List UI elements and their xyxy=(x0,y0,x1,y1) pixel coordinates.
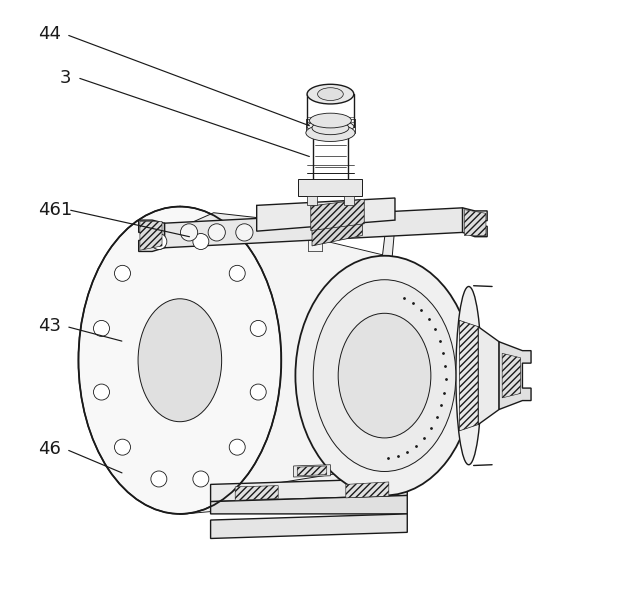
Text: 46: 46 xyxy=(39,440,61,458)
Ellipse shape xyxy=(94,320,109,336)
Ellipse shape xyxy=(313,280,456,471)
Ellipse shape xyxy=(193,471,209,487)
Ellipse shape xyxy=(151,471,167,487)
Bar xyxy=(307,196,317,205)
Ellipse shape xyxy=(229,265,245,282)
Ellipse shape xyxy=(193,233,209,249)
Ellipse shape xyxy=(114,265,130,282)
Ellipse shape xyxy=(229,439,245,455)
Ellipse shape xyxy=(94,384,109,400)
Polygon shape xyxy=(298,179,363,196)
Ellipse shape xyxy=(114,439,130,455)
Polygon shape xyxy=(235,485,278,500)
Ellipse shape xyxy=(138,299,222,422)
Polygon shape xyxy=(210,514,407,538)
Ellipse shape xyxy=(306,124,355,142)
Polygon shape xyxy=(346,482,389,498)
Text: 3: 3 xyxy=(60,68,72,86)
Ellipse shape xyxy=(79,206,281,514)
Ellipse shape xyxy=(338,314,431,438)
Polygon shape xyxy=(256,198,395,231)
Polygon shape xyxy=(464,209,486,235)
Ellipse shape xyxy=(295,256,474,495)
Polygon shape xyxy=(210,495,407,514)
Circle shape xyxy=(180,224,198,241)
Polygon shape xyxy=(238,464,392,489)
Polygon shape xyxy=(140,221,162,250)
Polygon shape xyxy=(502,354,520,398)
Polygon shape xyxy=(297,466,327,476)
Polygon shape xyxy=(499,342,531,410)
Polygon shape xyxy=(139,220,165,251)
Circle shape xyxy=(208,224,225,241)
Polygon shape xyxy=(478,326,499,424)
Polygon shape xyxy=(210,478,407,501)
Polygon shape xyxy=(378,211,395,290)
Ellipse shape xyxy=(151,233,167,249)
Polygon shape xyxy=(462,208,487,237)
Text: 461: 461 xyxy=(39,201,73,219)
Ellipse shape xyxy=(318,87,343,100)
Ellipse shape xyxy=(250,320,266,336)
Polygon shape xyxy=(311,199,364,230)
Polygon shape xyxy=(293,464,331,477)
Ellipse shape xyxy=(310,113,351,128)
Ellipse shape xyxy=(250,384,266,400)
Polygon shape xyxy=(180,206,384,514)
Bar xyxy=(344,196,354,205)
Circle shape xyxy=(236,224,253,241)
Ellipse shape xyxy=(307,84,354,104)
Ellipse shape xyxy=(456,286,482,464)
Ellipse shape xyxy=(312,121,349,135)
Text: 43: 43 xyxy=(39,317,62,336)
Polygon shape xyxy=(459,320,478,431)
Polygon shape xyxy=(186,213,263,240)
Ellipse shape xyxy=(307,120,354,134)
Polygon shape xyxy=(312,211,363,246)
Polygon shape xyxy=(165,208,462,248)
Text: 44: 44 xyxy=(39,25,62,44)
